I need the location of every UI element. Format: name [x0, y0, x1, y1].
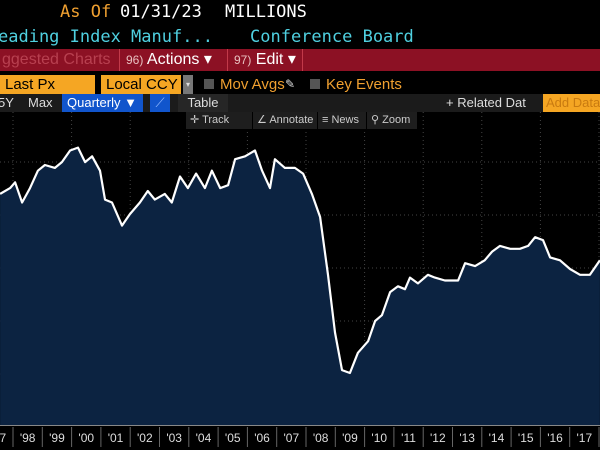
x-tick-label: '98 — [20, 431, 36, 445]
track-label: Track — [202, 114, 230, 126]
range-max-button[interactable]: Max — [28, 95, 53, 110]
news-button[interactable]: ≡ News — [318, 112, 366, 129]
x-tick-label: '15 — [518, 431, 534, 445]
crosshair-icon: ✛ — [190, 114, 200, 126]
range-bar: 5Y Max Quarterly ▼ ⟋ Table + Related Dat… — [0, 94, 600, 112]
x-tick-label: '97 — [0, 431, 6, 445]
annotate-button[interactable]: ∠ Annotate — [253, 112, 317, 129]
x-tick-label: '06 — [254, 431, 270, 445]
add-data-input[interactable]: Add Data — [543, 94, 600, 112]
line-chart-icon[interactable]: ⟋ — [150, 94, 170, 112]
key-events-label: Key Events — [326, 76, 402, 93]
currency-dropdown-arrow-icon[interactable]: ▾ — [183, 75, 193, 94]
mov-avgs-checkbox[interactable] — [204, 79, 214, 89]
zoom-button[interactable]: ⚲ Zoom — [367, 112, 417, 129]
options-row: Last Px Local CCY ▾ Mov Avgs ✎ Key Event… — [0, 75, 600, 95]
range-5y-button[interactable]: 5Y — [0, 95, 14, 110]
chart-area[interactable] — [0, 112, 600, 425]
currency-select[interactable]: Local CCY — [101, 75, 181, 94]
x-tick-label: '00 — [78, 431, 94, 445]
security-name[interactable]: eading Index Manuf... — [0, 27, 213, 47]
news-icon: ≡ — [322, 114, 329, 126]
menu-bar: ggested Charts 96) Actions ▾ 97) Edit ▾ — [0, 49, 600, 71]
related-data-button[interactable]: + Related Dat — [446, 95, 526, 110]
edit-label: Edit ▾ — [255, 51, 296, 68]
x-tick-label: '07 — [284, 431, 300, 445]
as-of-label: As Of — [60, 2, 112, 22]
series-area — [0, 147, 600, 425]
edit-button[interactable]: 97) Edit ▾ — [228, 49, 303, 71]
x-tick-label: '17 — [577, 431, 593, 445]
x-tick-label: '09 — [342, 431, 358, 445]
x-tick-label: '10 — [371, 431, 387, 445]
units-label: MILLIONS — [225, 2, 307, 22]
table-button[interactable]: Table — [178, 94, 228, 112]
annotate-pen-icon: ∠ — [257, 114, 267, 126]
x-tick-label: '01 — [108, 431, 124, 445]
pencil-icon[interactable]: ✎ — [285, 77, 296, 91]
x-tick-label: '02 — [137, 431, 153, 445]
zoom-label: Zoom — [382, 114, 411, 126]
actions-label: Actions ▾ — [146, 51, 212, 68]
x-tick-label: '14 — [489, 431, 505, 445]
x-axis: '97 '98 '99 '00 '01 '02 '03 '04 '05 '06 '07 '08 '09 '… — [0, 425, 600, 447]
key-events-checkbox[interactable] — [310, 79, 320, 89]
x-tick-label: '16 — [547, 431, 563, 445]
periodicity-select[interactable]: Quarterly ▼ — [62, 94, 143, 112]
x-tick-label: '05 — [225, 431, 241, 445]
source-label: Conference Board — [250, 27, 414, 47]
suggested-charts-button[interactable]: ggested Charts — [0, 49, 120, 71]
mov-avgs-label: Mov Avgs — [220, 76, 285, 93]
news-label: News — [331, 114, 359, 126]
track-button[interactable]: ✛ Track — [186, 112, 252, 129]
field-select[interactable]: Last Px — [0, 75, 95, 94]
x-tick-label: '04 — [196, 431, 212, 445]
x-tick-label: '11 — [401, 431, 416, 445]
annotate-label: Annotate — [269, 114, 314, 126]
x-tick-label: '08 — [313, 431, 329, 445]
x-tick-label: '99 — [49, 431, 65, 445]
actions-button[interactable]: 96) Actions ▾ — [120, 49, 228, 71]
x-tick-label: '12 — [430, 431, 446, 445]
as-of-date[interactable]: 01/31/23 — [120, 2, 202, 22]
x-tick-label: '13 — [459, 431, 475, 445]
actions-number: 96) — [126, 53, 144, 67]
series-line — [0, 146, 600, 375]
x-tick-label: '03 — [166, 431, 182, 445]
edit-number: 97) — [234, 53, 252, 67]
magnifier-icon: ⚲ — [371, 114, 380, 126]
